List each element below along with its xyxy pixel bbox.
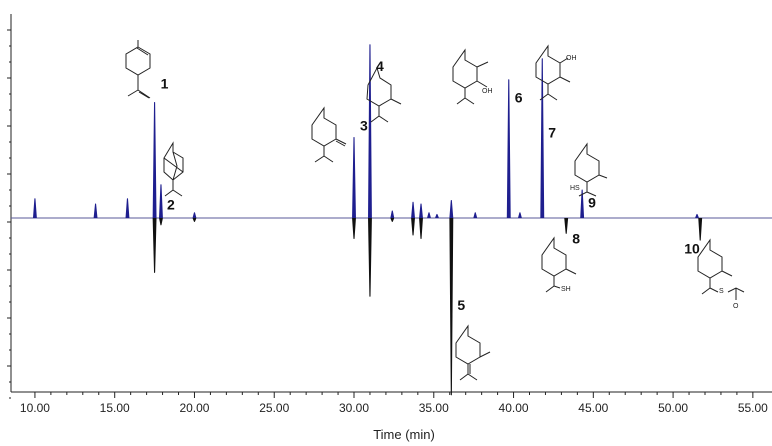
peak-up: [390, 210, 395, 219]
peak-up: [152, 101, 157, 219]
peak-up: [419, 203, 423, 219]
oh-label-6: OH: [482, 88, 493, 95]
structures: OH OH SH HS S O: [125, 40, 745, 381]
peak-down: [368, 217, 372, 297]
peak-up: [540, 58, 545, 219]
peak-down: [192, 217, 197, 222]
peak-up: [435, 213, 439, 219]
x-tick-label: 10.00: [20, 401, 50, 415]
peak-down: [564, 217, 569, 234]
o-label-10: O: [733, 303, 739, 310]
oh-label-7: OH: [566, 55, 577, 62]
peak-up: [473, 212, 478, 219]
peak-up: [192, 212, 197, 219]
peak-up: [411, 201, 415, 219]
structure-3: [311, 106, 347, 163]
peak-up: [93, 203, 98, 219]
sh-label-8: SH: [561, 286, 571, 293]
x-ticks: 10.00 15.00 20.00 25.00 30.00 35.00 40.00 45.00…: [20, 392, 768, 415]
structure-2: [163, 141, 184, 197]
peak-down: [159, 217, 163, 226]
peak-up: [125, 198, 130, 219]
structure-5: [455, 324, 491, 381]
peak-up: [695, 213, 699, 219]
peak-up: [517, 212, 522, 219]
peak-label-1: 1: [161, 76, 169, 92]
structure-7: OH: [535, 44, 577, 101]
structure-8: SH: [541, 236, 577, 293]
x-tick-label: 35.00: [419, 401, 449, 415]
peak-label-7: 7: [548, 125, 556, 141]
traces: [32, 44, 703, 396]
structure-4: [366, 66, 402, 123]
peak-down: [419, 217, 423, 239]
x-tick-label: 15.00: [100, 401, 130, 415]
peak-down: [449, 217, 454, 396]
peak-up: [427, 212, 431, 219]
peak-label-6: 6: [515, 90, 523, 106]
peak-label-5: 5: [457, 297, 465, 313]
structure-6: OH: [452, 48, 493, 105]
peak-up: [159, 184, 163, 219]
peak-label-10: 10: [684, 241, 700, 257]
peak-down: [152, 217, 157, 273]
x-axis-title: Time (min): [373, 427, 435, 442]
s-label-10: S: [719, 288, 724, 295]
hs-label-9: HS: [570, 185, 580, 192]
structure-10: S O: [697, 238, 745, 310]
x-tick-label: 40.00: [499, 401, 529, 415]
peak-label-2: 2: [167, 196, 175, 212]
structure-1: [125, 40, 151, 99]
peak-up: [32, 198, 37, 219]
x-tick-label: 25.00: [259, 401, 289, 415]
x-tick-label: 20.00: [179, 401, 209, 415]
peak-label-4: 4: [376, 58, 384, 74]
x-tick-label: 30.00: [339, 401, 369, 415]
x-tick-label: 50.00: [658, 401, 688, 415]
peak-down: [698, 217, 703, 241]
peak-up: [368, 44, 372, 219]
peak-up: [352, 136, 356, 219]
x-tick-label: 55.00: [738, 401, 768, 415]
x-tick-label: 45.00: [578, 401, 608, 415]
peak-up: [506, 79, 511, 219]
peak-down: [352, 217, 356, 239]
peak-label-8: 8: [572, 231, 580, 247]
peak-label-3: 3: [360, 118, 368, 134]
peak-up: [580, 189, 585, 219]
peak-up: [449, 199, 454, 219]
peak-label-9: 9: [588, 195, 596, 211]
structure-9: HS: [570, 142, 608, 197]
y-ticks: [7, 29, 11, 399]
peak-labels: 1 2 3 4 5 6 7 8 9 10: [161, 58, 700, 313]
peak-down: [411, 217, 415, 236]
peak-down: [390, 217, 395, 222]
